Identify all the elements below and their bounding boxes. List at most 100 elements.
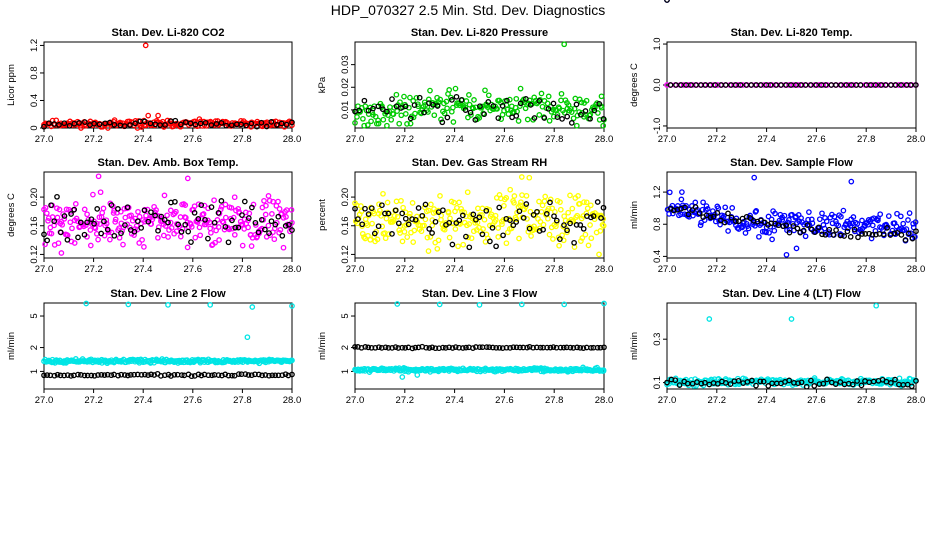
- data-point: [451, 199, 457, 206]
- data-point: [523, 192, 530, 199]
- data-point: [225, 239, 232, 246]
- chart-title: Stan. Dev. Li-820 Pressure: [411, 27, 548, 39]
- data-point: [436, 301, 443, 308]
- x-tick-label: 27.8: [233, 134, 252, 145]
- data-point: [571, 239, 577, 246]
- data-point: [283, 214, 289, 220]
- data-point: [425, 248, 432, 254]
- data-point: [48, 202, 54, 209]
- data-point: [178, 372, 185, 378]
- data-point: [573, 101, 580, 108]
- data-point: [450, 119, 457, 125]
- data-point: [259, 372, 265, 379]
- data-point: [91, 120, 97, 127]
- data-point: [679, 189, 685, 195]
- data-point: [530, 212, 537, 218]
- data-point: [68, 373, 74, 379]
- data-point: [463, 98, 470, 104]
- data-point: [262, 372, 269, 378]
- data-point: [848, 178, 855, 185]
- data-point: [816, 216, 823, 223]
- data-point: [239, 242, 246, 249]
- data-point: [182, 214, 189, 221]
- data-point: [236, 209, 242, 215]
- data-point: [462, 104, 469, 111]
- data-point: [830, 232, 837, 238]
- data-point: [399, 210, 406, 217]
- data-point: [802, 233, 809, 240]
- data-point: [398, 197, 404, 204]
- data-point: [580, 213, 587, 219]
- data-point: [258, 216, 265, 223]
- data-point: [282, 223, 289, 229]
- data-point: [379, 106, 386, 113]
- data-point: [404, 234, 411, 240]
- data-point: [198, 372, 205, 379]
- data-point: [229, 217, 235, 224]
- data-point: [712, 82, 719, 88]
- data-point: [374, 236, 381, 243]
- data-point: [72, 201, 79, 207]
- data-point: [187, 221, 194, 228]
- data-point: [888, 380, 894, 386]
- data-point: [445, 209, 452, 216]
- data-point: [376, 344, 382, 351]
- data-point: [541, 198, 548, 205]
- data-point: [97, 221, 103, 227]
- data-point: [238, 121, 245, 128]
- data-point: [692, 204, 699, 210]
- data-point: [286, 221, 292, 228]
- data-point: [262, 211, 269, 218]
- data-point: [283, 121, 290, 128]
- data-point: [155, 227, 161, 234]
- data-point: [275, 213, 282, 220]
- data-point: [399, 374, 406, 380]
- data-point: [495, 234, 502, 240]
- data-point: [808, 82, 814, 88]
- data-point: [700, 199, 706, 206]
- data-point: [875, 217, 881, 224]
- data-point: [108, 372, 115, 379]
- data-point: [409, 200, 416, 206]
- data-point: [215, 372, 222, 378]
- data-point: [404, 121, 410, 127]
- data-point: [178, 228, 185, 235]
- data-point: [192, 234, 199, 241]
- chart-title: Stan. Dev. Amb. Box Temp.: [98, 157, 239, 169]
- data-point: [906, 230, 912, 237]
- data-point: [98, 230, 105, 237]
- y-tick-label: 5: [29, 313, 40, 318]
- x-tick-label: 27.2: [84, 134, 103, 145]
- data-point: [118, 230, 124, 237]
- data-point: [64, 236, 71, 243]
- data-point: [54, 371, 61, 378]
- data-point: [779, 217, 786, 223]
- data-point: [735, 377, 742, 384]
- data-point: [111, 121, 118, 128]
- data-point: [365, 211, 372, 217]
- data-point: [838, 82, 844, 88]
- data-point: [67, 358, 74, 364]
- y-tick-label: 0.03: [340, 55, 351, 74]
- data-point: [556, 242, 562, 249]
- data-point: [201, 202, 208, 209]
- data-point: [125, 301, 132, 308]
- data-point: [365, 344, 372, 351]
- y-tick-label: 0.4: [652, 250, 663, 263]
- x-tick-label: 27.4: [134, 134, 153, 145]
- data-point: [263, 123, 270, 130]
- data-point: [536, 198, 542, 205]
- data-point: [515, 118, 522, 124]
- data-point: [165, 219, 171, 226]
- data-point: [61, 120, 68, 127]
- x-tick-label: 27.4: [134, 395, 153, 406]
- x-tick-label: 27.2: [84, 395, 103, 406]
- data-point: [275, 198, 281, 205]
- data-point: [557, 344, 564, 351]
- data-point: [184, 244, 191, 251]
- data-point: [540, 226, 546, 233]
- data-point: [369, 220, 375, 227]
- data-point: [455, 243, 461, 250]
- data-point: [289, 357, 295, 364]
- x-tick-label: 27.2: [84, 264, 103, 275]
